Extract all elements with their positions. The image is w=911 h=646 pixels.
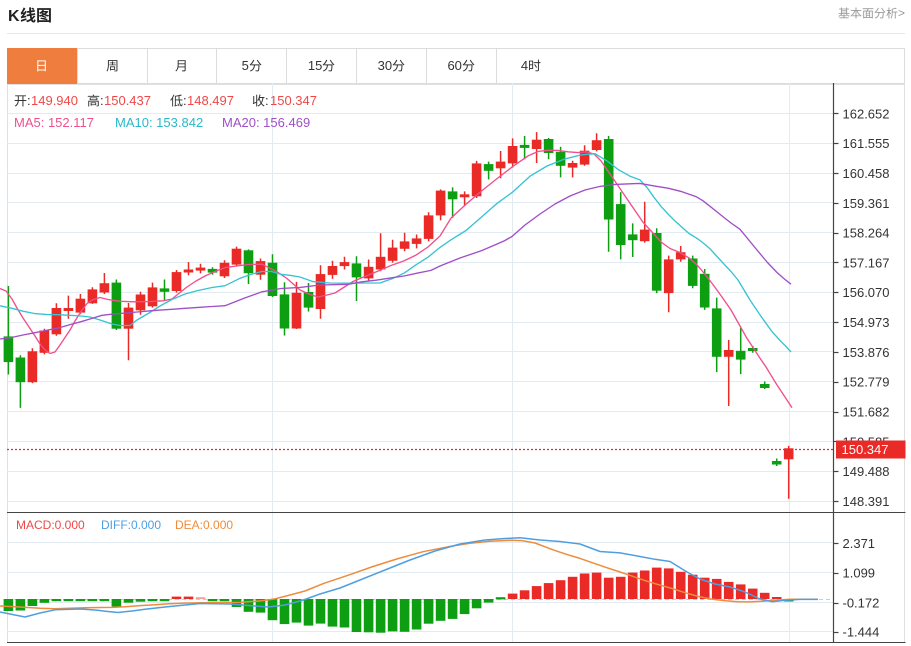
svg-text:148.391: 148.391 (843, 494, 890, 509)
svg-text:-1.444: -1.444 (843, 625, 880, 640)
svg-text:2.371: 2.371 (843, 536, 876, 551)
svg-text:159.361: 159.361 (843, 196, 890, 211)
svg-text:158.264: 158.264 (843, 226, 890, 241)
svg-text:153.876: 153.876 (843, 345, 890, 360)
svg-text:154.973: 154.973 (843, 315, 890, 330)
svg-text:1.099: 1.099 (843, 566, 876, 581)
svg-text:161.555: 161.555 (843, 136, 890, 151)
svg-text:160.458: 160.458 (843, 166, 890, 181)
svg-text:157.167: 157.167 (843, 255, 890, 270)
svg-text:-0.172: -0.172 (843, 596, 880, 611)
svg-text:152.779: 152.779 (843, 375, 890, 390)
svg-text:156.070: 156.070 (843, 285, 890, 300)
svg-text:149.488: 149.488 (843, 464, 890, 479)
svg-text:150.347: 150.347 (842, 442, 889, 457)
svg-text:151.682: 151.682 (843, 405, 890, 420)
svg-text:162.652: 162.652 (843, 106, 890, 121)
